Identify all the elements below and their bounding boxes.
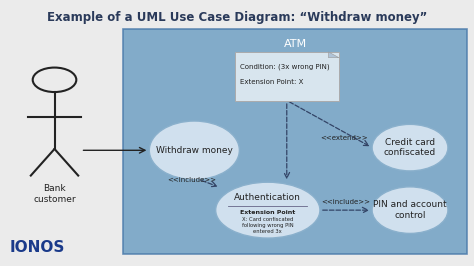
FancyBboxPatch shape xyxy=(123,29,467,254)
Text: Authentication: Authentication xyxy=(234,193,301,202)
Text: X: Card confiscated
following wrong PIN
entered 3x: X: Card confiscated following wrong PIN … xyxy=(242,217,293,235)
Text: IONOS: IONOS xyxy=(9,240,65,255)
Text: Bank
customer: Bank customer xyxy=(33,185,76,204)
Polygon shape xyxy=(328,52,339,58)
Text: PIN and account
control: PIN and account control xyxy=(373,201,447,220)
Text: <<include>>: <<include>> xyxy=(321,199,371,205)
Text: Credit card
confiscated: Credit card confiscated xyxy=(384,138,436,157)
Ellipse shape xyxy=(372,124,448,171)
Text: Example of a UML Use Case Diagram: “Withdraw money”: Example of a UML Use Case Diagram: “With… xyxy=(47,11,427,24)
Text: <<extend>>: <<extend>> xyxy=(320,135,367,141)
Text: Extension Point: X: Extension Point: X xyxy=(240,80,304,85)
Text: <<include>>: <<include>> xyxy=(167,177,217,182)
Ellipse shape xyxy=(149,121,239,180)
Text: Withdraw money: Withdraw money xyxy=(156,146,233,155)
Ellipse shape xyxy=(216,182,320,238)
Text: Condition: (3x wrong PIN): Condition: (3x wrong PIN) xyxy=(240,63,330,70)
Ellipse shape xyxy=(372,187,448,234)
Text: ATM: ATM xyxy=(283,39,307,49)
FancyBboxPatch shape xyxy=(235,52,339,101)
Text: Extension Point: Extension Point xyxy=(240,210,295,215)
